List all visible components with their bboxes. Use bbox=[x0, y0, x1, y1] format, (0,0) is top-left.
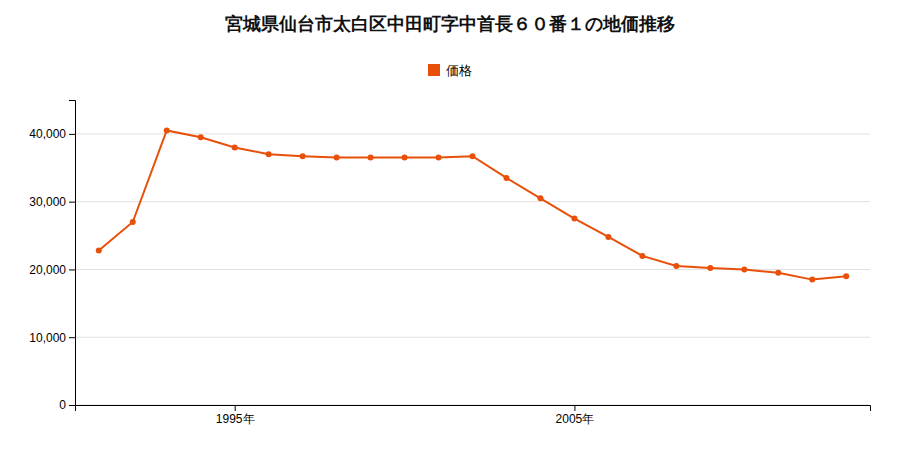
point bbox=[130, 219, 136, 225]
point bbox=[436, 155, 442, 161]
point bbox=[402, 155, 408, 161]
point bbox=[673, 263, 679, 269]
point bbox=[537, 195, 543, 201]
point bbox=[96, 247, 102, 253]
tick-label: 40,000 bbox=[29, 127, 66, 141]
grid-line bbox=[75, 337, 870, 338]
tick: 0 bbox=[59, 398, 75, 412]
tick-label: 10,000 bbox=[29, 331, 66, 345]
tick-label: 20,000 bbox=[29, 263, 66, 277]
x-axis: 1995年 2005年 bbox=[76, 405, 871, 426]
point bbox=[470, 153, 476, 159]
tick: 20,000 bbox=[29, 263, 75, 277]
point bbox=[300, 153, 306, 159]
grid-line bbox=[75, 133, 870, 134]
point bbox=[368, 155, 374, 161]
point bbox=[232, 144, 238, 150]
chart: 宮城県仙台市太白区中田町字中首長６０番１の地価推移 0 10,000 20,000 30… bbox=[0, 0, 900, 450]
legend-item: 価格 bbox=[428, 63, 472, 78]
axis-line bbox=[69, 101, 76, 406]
axis-line bbox=[76, 406, 871, 412]
point bbox=[198, 134, 204, 140]
legend: 価格 bbox=[428, 63, 472, 78]
title: 宮城県仙台市太白区中田町字中首長６０番１の地価推移 bbox=[225, 13, 675, 34]
tick: 30,000 bbox=[29, 195, 75, 209]
tick-mark bbox=[235, 405, 236, 411]
point bbox=[605, 234, 611, 240]
point bbox=[707, 265, 713, 271]
marks bbox=[96, 128, 849, 283]
tick-mark bbox=[69, 269, 75, 270]
tick-label: 0 bbox=[59, 398, 66, 412]
point bbox=[639, 253, 645, 259]
point bbox=[843, 273, 849, 279]
point bbox=[266, 151, 272, 157]
legend-label: 価格 bbox=[446, 63, 472, 78]
plot-area: 0 10,000 20,000 30,000 40,000 1995年 2005年 bbox=[29, 101, 870, 426]
tick-label: 1995年 bbox=[216, 412, 255, 426]
tick-label: 30,000 bbox=[29, 195, 66, 209]
point bbox=[741, 266, 747, 272]
tick-mark bbox=[69, 134, 75, 135]
tick-mark bbox=[69, 202, 75, 203]
tick-mark bbox=[69, 405, 75, 406]
grid-line bbox=[75, 201, 870, 202]
tick: 10,000 bbox=[29, 331, 75, 345]
legend-swatch bbox=[428, 64, 440, 76]
point bbox=[571, 216, 577, 222]
tick-label: 2005年 bbox=[556, 412, 595, 426]
tick: 40,000 bbox=[29, 127, 75, 141]
tick-mark bbox=[69, 337, 75, 338]
point bbox=[334, 155, 340, 161]
tick: 2005年 bbox=[556, 405, 595, 426]
y-axis: 0 10,000 20,000 30,000 40,000 bbox=[29, 101, 75, 413]
tick: 1995年 bbox=[216, 405, 255, 426]
point bbox=[809, 277, 815, 283]
point bbox=[164, 128, 170, 134]
point bbox=[775, 270, 781, 276]
line bbox=[99, 131, 846, 280]
tick-mark bbox=[574, 405, 575, 411]
point bbox=[503, 175, 509, 181]
